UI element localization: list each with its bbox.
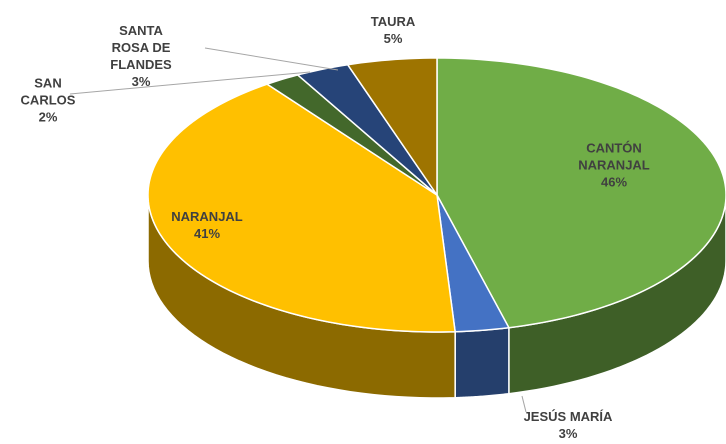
slice-side [454, 326, 510, 399]
category-label: NARANJAL [171, 209, 243, 224]
leader-line [69, 71, 311, 95]
value-label: 46% [600, 174, 628, 190]
data-label: JESÚS MARÍA 3% [524, 408, 613, 442]
leader-line [521, 395, 527, 413]
data-label: TAURA 5% [371, 13, 416, 47]
value-label: 3% [131, 74, 151, 89]
category-label: JESÚS MARÍA [523, 409, 613, 424]
slice [346, 57, 438, 198]
leader-line [204, 47, 339, 71]
value-label: 5% [383, 31, 403, 46]
category-label: TAURA [370, 14, 416, 29]
data-label: SANTA ROSA DE FLANDES 3% [106, 22, 176, 90]
category-label: SAN CARLOS [20, 75, 76, 108]
value-label: 2% [38, 109, 58, 125]
value-label: 41% [193, 226, 221, 241]
data-label: NARANJAL 41% [171, 208, 243, 242]
slice [436, 57, 726, 329]
data-label: SAN CARLOS 2% [18, 75, 78, 126]
data-label: CANTÓN NARANJAL 46% [558, 140, 670, 191]
category-label: CANTÓN NARANJAL [578, 140, 650, 173]
category-label: SANTA ROSA DE FLANDES [110, 23, 172, 72]
slice [147, 83, 456, 333]
slice [296, 63, 438, 196]
value-label: 3% [558, 426, 578, 441]
slice [265, 74, 438, 196]
slice [436, 194, 511, 333]
